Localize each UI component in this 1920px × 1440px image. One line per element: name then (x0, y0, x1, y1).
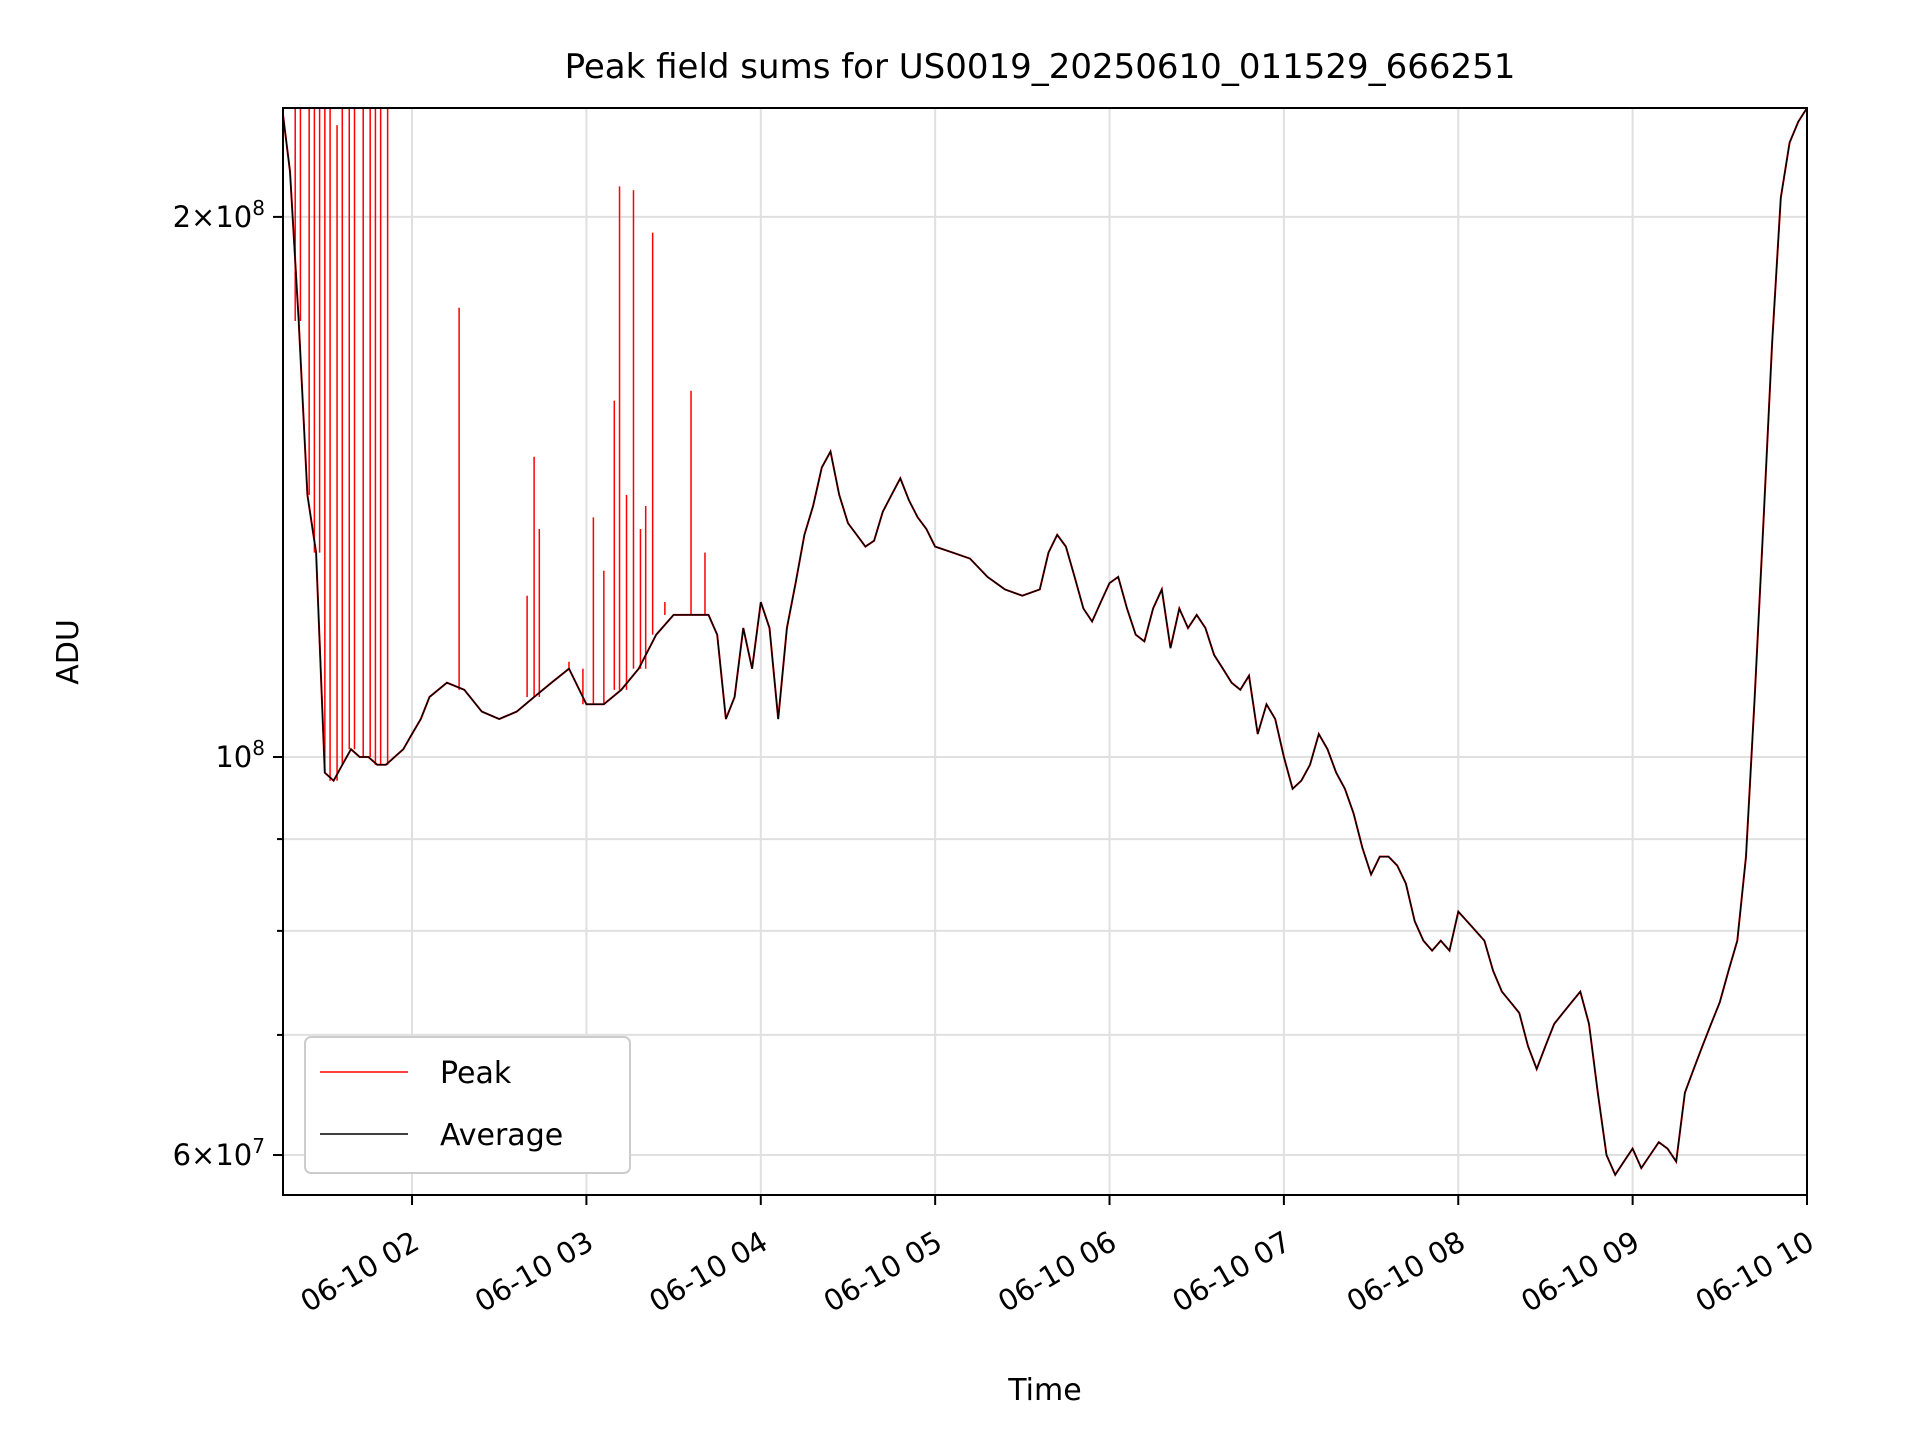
y-tick-label: 6×107 (173, 1134, 265, 1172)
legend-label-peak: Peak (440, 1056, 512, 1091)
legend-box (304, 1036, 631, 1174)
y-tick-label: 2×108 (173, 196, 265, 234)
average-line (282, 107, 1808, 1177)
series-average (282, 107, 1808, 1177)
plot-frame (282, 107, 1808, 1196)
x-axis-label: Time (1007, 1373, 1081, 1408)
y-axis-label: ADU (51, 619, 86, 685)
legend-label-average: Average (440, 1118, 563, 1153)
y-axis: 6×107 108 2×108 (173, 196, 283, 1172)
legend: Peak Average (304, 1036, 631, 1174)
chart-title: Peak field sums for US0019_20250610_0115… (565, 47, 1516, 87)
y-tick-label: 108 (215, 736, 265, 774)
